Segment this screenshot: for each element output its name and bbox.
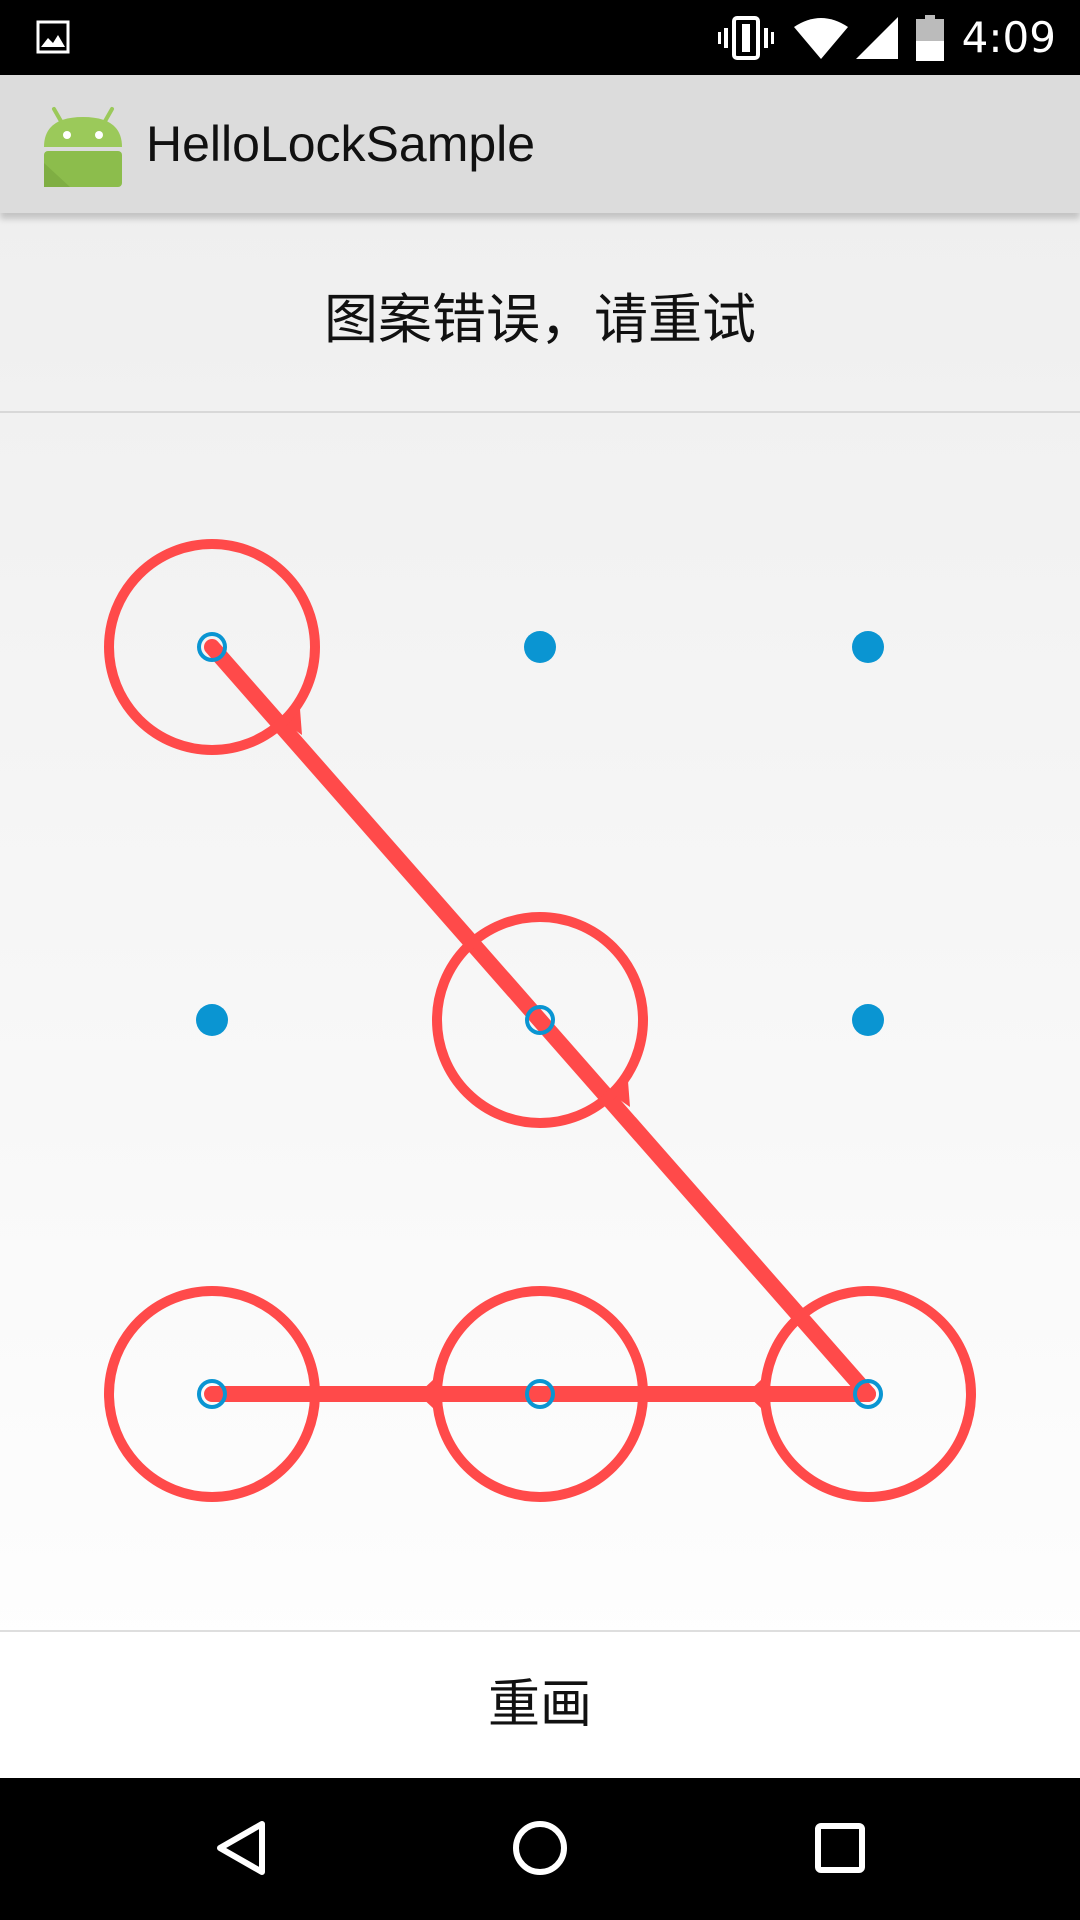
pattern-lock-grid[interactable] xyxy=(0,213,1080,1776)
pattern-arrow xyxy=(746,1379,762,1409)
message-area: 图案错误，请重试 xyxy=(0,213,1080,413)
pattern-segment xyxy=(204,639,876,1402)
pattern-path xyxy=(204,639,876,1402)
app-bar: HelloLockSample xyxy=(0,75,1080,213)
android-logo-icon xyxy=(44,107,122,187)
pattern-dot-1[interactable] xyxy=(104,539,320,755)
redraw-area: 重画 xyxy=(0,1630,1080,1778)
wifi-icon xyxy=(793,17,848,59)
clock: 4:09 xyxy=(961,13,1056,62)
status-bar: 4:09 xyxy=(0,0,1080,75)
pattern-dot-2[interactable] xyxy=(524,631,556,663)
pattern-dot-5[interactable] xyxy=(432,912,648,1128)
pattern-arrow xyxy=(418,1379,434,1409)
home-icon[interactable] xyxy=(496,1804,584,1892)
pattern-dot-7[interactable] xyxy=(104,1286,320,1502)
status-message: 图案错误，请重试 xyxy=(324,288,756,351)
pattern-arrow xyxy=(610,1081,630,1107)
gallery-icon xyxy=(36,20,70,54)
recents-icon[interactable] xyxy=(796,1804,884,1892)
nav-bar xyxy=(0,1776,1080,1920)
lock-content: 图案错误，请重试 xyxy=(0,213,1080,1776)
pattern-dot-3[interactable] xyxy=(852,631,884,663)
pattern-dot-4[interactable] xyxy=(196,1004,228,1036)
pattern-dot-6[interactable] xyxy=(852,1004,884,1036)
redraw-button[interactable]: 重画 xyxy=(487,1675,592,1735)
vibrate-icon xyxy=(717,15,774,60)
pattern-arrows xyxy=(282,709,762,1409)
pattern-arrow xyxy=(282,709,302,735)
pattern-dot-9[interactable] xyxy=(760,1286,976,1502)
pattern-dot-8[interactable] xyxy=(432,1286,648,1502)
signal-icon xyxy=(855,16,898,59)
app-title: HelloLockSample xyxy=(146,116,536,172)
battery-icon xyxy=(915,14,944,61)
back-icon[interactable] xyxy=(196,1804,284,1892)
